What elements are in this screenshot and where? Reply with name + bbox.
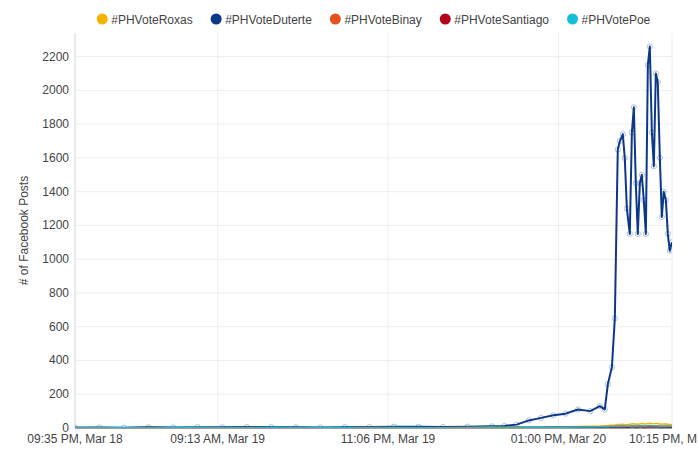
y-tick-label: 200 xyxy=(49,387,69,401)
y-grid-line xyxy=(75,326,672,327)
legend-marker xyxy=(567,14,578,25)
plot-area xyxy=(75,44,672,428)
legend-item: #PHVoteRoxas xyxy=(97,13,193,27)
series-0 xyxy=(75,423,672,428)
y-grid-line xyxy=(75,56,672,57)
legend-label: #PHVoteBinay xyxy=(344,13,421,27)
x-tick-label: 09:13 AM, Mar 19 xyxy=(170,432,265,446)
y-tick-label: 1400 xyxy=(42,185,69,199)
y-tick-label: 800 xyxy=(49,286,69,300)
legend-item: #PHVoteDuterte xyxy=(211,13,313,27)
legend-label: #PHVotePoe xyxy=(582,13,651,27)
series-1 xyxy=(75,44,672,428)
y-tick-label: 1600 xyxy=(42,151,69,165)
y-grid-line xyxy=(75,191,672,192)
series-line xyxy=(75,425,672,427)
legend-label: #PHVoteDuterte xyxy=(225,13,312,27)
grid xyxy=(75,33,672,428)
legend-item: #PHVoteBinay xyxy=(330,13,422,27)
legend-item: #PHVotePoe xyxy=(567,13,651,27)
y-grid-line xyxy=(75,259,672,260)
series-line xyxy=(75,426,672,428)
y-tick-label: 2200 xyxy=(42,50,69,64)
legend-label: #PHVoteSantiago xyxy=(454,13,549,27)
y-tick-label: 2000 xyxy=(42,83,69,97)
y-axis-line xyxy=(75,33,76,428)
y-tick-label: 1000 xyxy=(42,252,69,266)
legend-marker xyxy=(97,14,108,25)
legend-item: #PHVoteSantiago xyxy=(440,13,550,27)
series-2 xyxy=(75,425,672,427)
legend-marker xyxy=(330,14,341,25)
series-4 xyxy=(75,426,672,428)
y-axis-title: # of Facebook Posts xyxy=(17,176,31,285)
x-tick-label: 10:15 PM, M xyxy=(629,432,697,446)
x-grid-line xyxy=(388,33,389,428)
y-grid-line xyxy=(75,360,672,361)
legend: #PHVoteRoxas #PHVoteDuterte #PHVoteBinay #P… xyxy=(97,13,651,27)
x-tick-label: 09:35 PM, Mar 18 xyxy=(27,432,123,446)
y-tick-label: 1800 xyxy=(42,117,69,131)
y-grid-line xyxy=(75,124,672,125)
x-tick-label: 11:06 PM, Mar 19 xyxy=(341,432,436,446)
y-grid-line xyxy=(75,157,672,158)
y-tick-label: 1200 xyxy=(42,218,69,232)
legend-label: #PHVoteRoxas xyxy=(111,13,192,27)
x-tick-label: 01:00 PM, Mar 20 xyxy=(511,432,607,446)
series-line xyxy=(75,423,672,428)
series-line xyxy=(75,47,672,428)
chart: 0200400600800100012001400160018002000220… xyxy=(0,0,699,451)
legend-marker xyxy=(440,14,451,25)
y-grid-line xyxy=(75,394,672,395)
x-grid-line xyxy=(217,33,218,428)
y-grid-line xyxy=(75,225,672,226)
y-grid-line xyxy=(75,292,672,293)
y-grid-line xyxy=(75,90,672,91)
y-tick-label: 400 xyxy=(49,353,69,367)
legend-marker xyxy=(211,14,222,25)
y-tick-label: 600 xyxy=(49,320,69,334)
x-grid-line xyxy=(75,33,76,428)
x-grid-line xyxy=(558,33,559,428)
x-grid-line xyxy=(672,33,673,428)
